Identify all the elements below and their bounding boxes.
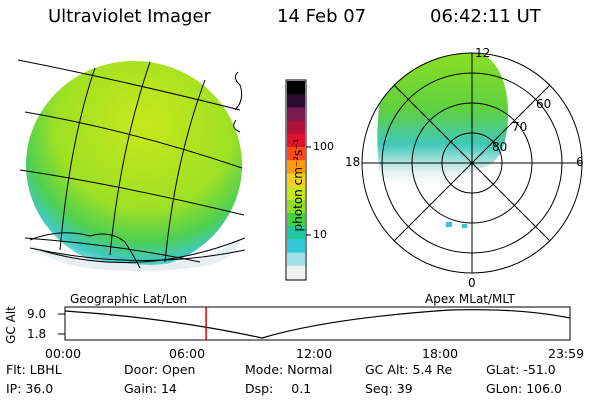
status-key: GC Alt: <box>365 362 409 377</box>
colorbar-band <box>287 226 305 240</box>
status-value: Normal <box>287 362 333 377</box>
status-value: LBHL <box>29 362 62 377</box>
colorbar-band <box>287 81 305 95</box>
status-glon: GLon: 106.0 <box>486 381 562 396</box>
colorbar-band <box>287 94 305 108</box>
date-label: 14 Feb 07 <box>277 6 367 27</box>
status-door: Door: Open <box>124 362 195 377</box>
status-gain: Gain: 14 <box>124 381 177 396</box>
status-filter: Flt: LBHL <box>6 362 62 377</box>
lat-label-80: 80 <box>492 140 508 154</box>
earth-image <box>17 59 246 272</box>
colorbar-band <box>287 107 305 122</box>
status-value: 14 <box>160 381 177 396</box>
x-tick-0600: 06:00 <box>169 346 206 361</box>
colorbar-band <box>287 252 305 267</box>
x-tick-1200: 12:00 <box>296 346 333 361</box>
colorbar-band <box>287 186 305 201</box>
x-tick-2359: 23:59 <box>548 346 585 361</box>
lat-label-60: 60 <box>536 97 552 111</box>
status-value: 36.0 <box>25 381 54 396</box>
time-label: 06:42:11 UT <box>430 6 541 27</box>
colorbar-band <box>287 213 305 227</box>
status-value: 106.0 <box>526 381 562 396</box>
instrument-title: Ultraviolet Imager <box>48 6 211 27</box>
mlt-label-12: 12 <box>475 46 491 60</box>
status-ip: IP: 36.0 <box>6 381 53 396</box>
status-value: Open <box>162 362 196 377</box>
colorbar-tick-10: 10 <box>313 228 327 241</box>
status-key: Door: <box>124 362 159 377</box>
status-key: Flt: <box>6 362 26 377</box>
status-key: Seq: <box>365 381 393 396</box>
apex-label: Apex MLat/MLT <box>425 292 515 306</box>
status-value: -51.0 <box>523 362 556 377</box>
geographic-label: Geographic Lat/Lon <box>70 292 188 306</box>
colorbar-band <box>287 265 305 280</box>
status-key: Mode: <box>245 362 284 377</box>
colorbar-band <box>287 133 305 148</box>
colorbar-band <box>287 173 305 188</box>
status-key: GLon: <box>486 381 523 396</box>
y-axis-label: GC Alt <box>3 306 18 344</box>
status-key: Dsp: <box>245 381 274 396</box>
colorbar-band <box>287 199 305 214</box>
status-mode: Mode: Normal <box>245 362 333 377</box>
polar-plot <box>361 52 583 274</box>
x-tick-1800: 18:00 <box>422 346 459 361</box>
mlt-label-18: 18 <box>345 155 361 169</box>
status-value: 5.4 Re <box>412 362 453 377</box>
status-key: Gain: <box>124 381 157 396</box>
status-seq: Seq: 39 <box>365 381 413 396</box>
colorbar-unit-label: photon cm⁻²s⁻¹ <box>291 138 305 232</box>
status-gc-alt: GC Alt: 5.4 Re <box>365 362 452 377</box>
colorbar-band <box>287 120 305 135</box>
status-glat: GLat: -51.0 <box>486 362 556 377</box>
status-dsp: Dsp: 0.1 <box>245 381 311 396</box>
colorbar-band <box>287 160 305 174</box>
timeline-plot <box>58 306 571 341</box>
status-key: GLat: <box>486 362 520 377</box>
colorbar <box>285 79 311 281</box>
lat-label-70: 70 <box>512 120 528 134</box>
status-value: 0.1 <box>291 381 312 396</box>
status-key: IP: <box>6 381 22 396</box>
colorbar-band <box>287 239 305 254</box>
y-tick-9: 9.0 <box>27 307 47 321</box>
colorbar-band <box>287 147 305 161</box>
mlt-label-0: 0 <box>468 276 476 290</box>
mlt-label-6: 6 <box>576 155 584 169</box>
status-value: 39 <box>396 381 413 396</box>
colorbar-tick-100: 100 <box>313 140 334 153</box>
y-tick-1-8: 1.8 <box>27 327 47 341</box>
x-tick-0000: 00:00 <box>45 346 82 361</box>
